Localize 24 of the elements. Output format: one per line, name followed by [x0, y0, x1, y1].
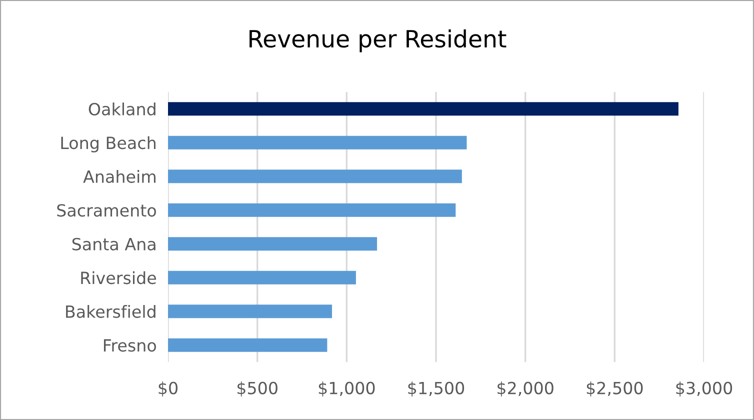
bar — [168, 304, 332, 318]
bar — [168, 270, 356, 284]
y-tick-label: Long Beach — [61, 136, 156, 152]
x-tick-label: $2,000 — [498, 381, 554, 397]
bar — [168, 237, 378, 251]
x-tick-label: $3,000 — [676, 381, 732, 397]
x-tick-label: $2,500 — [586, 381, 643, 397]
chart-title: Revenue per Resident — [250, 29, 506, 52]
bar — [168, 338, 328, 352]
bar — [168, 203, 456, 217]
bar — [168, 102, 678, 116]
y-tick-label: Sacramento — [57, 204, 156, 217]
x-tick-label: $1,000 — [318, 381, 375, 397]
x-tick-label: $1,500 — [408, 381, 464, 397]
bar — [168, 136, 467, 150]
y-tick-label: Santa Ana — [72, 238, 156, 250]
y-tick-label: Oakland — [88, 102, 156, 116]
y-tick-label: Anaheim — [83, 170, 156, 183]
y-tick-label: Bakersfield — [66, 305, 156, 318]
bar — [168, 170, 462, 184]
x-tick-label: $0 — [158, 381, 178, 397]
y-tick-label: Fresno — [104, 339, 156, 352]
y-tick-label: Riverside — [81, 271, 156, 284]
x-tick-label: $500 — [238, 381, 278, 397]
